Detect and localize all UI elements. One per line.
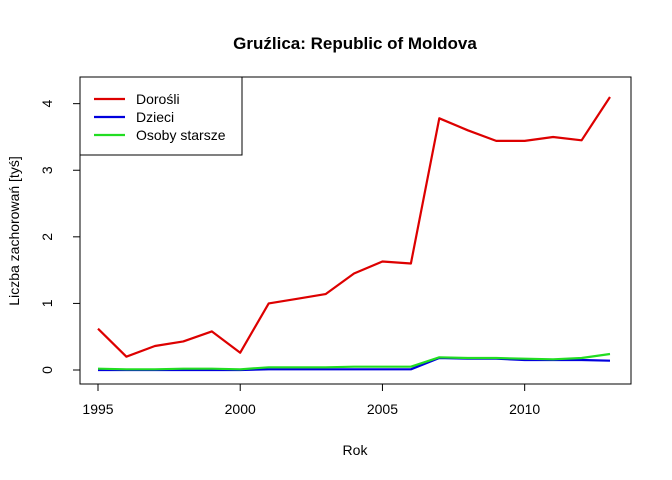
- x-axis-label: Rok: [343, 442, 369, 458]
- x-tick-label: 2010: [509, 401, 540, 417]
- legend: Dorośli Dzieci Osoby starsze: [79, 76, 243, 156]
- x-tick-label: 2005: [367, 401, 398, 417]
- y-tick-label: 0: [39, 366, 55, 374]
- legend-label-0: Dorośli: [136, 91, 180, 107]
- series-line-1: [98, 356, 611, 372]
- legend-label-2: Osoby starsze: [136, 127, 226, 143]
- y-tick-label: 3: [39, 166, 55, 174]
- y-axis: 0 1 2 3 4: [39, 100, 81, 374]
- series-line-0: [97, 96, 611, 358]
- y-tick-label: 2: [39, 233, 55, 241]
- series-line-2: [97, 352, 611, 371]
- x-tick-label: 1995: [82, 401, 113, 417]
- x-tick-label: 2000: [225, 401, 256, 417]
- series-layer: [97, 96, 611, 372]
- legend-label-1: Dzieci: [136, 109, 174, 125]
- y-axis-label: Liczba zachorowań [tyś]: [6, 156, 22, 305]
- x-axis: 1995 2000 2005 2010: [82, 383, 540, 417]
- y-tick-label: 4: [39, 100, 55, 108]
- chart-title: Gruźlica: Republic of Moldova: [233, 34, 477, 53]
- y-tick-label: 1: [39, 299, 55, 307]
